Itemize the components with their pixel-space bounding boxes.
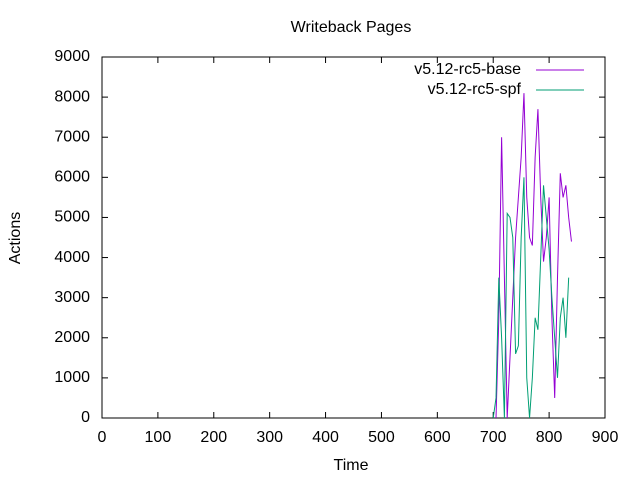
- x-tick-label: 800: [536, 429, 563, 446]
- x-tick-label: 100: [145, 429, 172, 446]
- chart-title: Writeback Pages: [291, 19, 412, 36]
- x-tick-label: 700: [480, 429, 507, 446]
- x-tick-label: 900: [592, 429, 619, 446]
- y-tick-label: 2000: [54, 329, 90, 346]
- y-tick-label: 0: [81, 409, 90, 426]
- series-line: [495, 93, 572, 419]
- y-tick-label: 7000: [54, 128, 90, 145]
- x-tick-label: 400: [312, 429, 339, 446]
- x-tick-label: 500: [368, 429, 395, 446]
- x-tick-label: 200: [200, 429, 227, 446]
- legend-label: v5.12-rc5-spf: [428, 81, 522, 98]
- x-tick-label: 0: [98, 429, 107, 446]
- y-axis-label: Actions: [7, 212, 24, 264]
- y-tick-label: 9000: [54, 48, 90, 65]
- y-tick-label: 8000: [54, 88, 90, 105]
- plot-frame: [101, 56, 606, 419]
- x-tick-label: 300: [256, 429, 283, 446]
- y-tick-label: 3000: [54, 289, 90, 306]
- y-tick-label: 6000: [54, 169, 90, 186]
- x-axis-label: Time: [334, 457, 369, 474]
- x-tick-label: 600: [424, 429, 451, 446]
- y-tick-label: 4000: [54, 249, 90, 266]
- y-tick-label: 1000: [54, 369, 90, 386]
- series-line: [492, 177, 570, 419]
- y-tick-label: 5000: [54, 209, 90, 226]
- legend-label: v5.12-rc5-base: [414, 61, 521, 78]
